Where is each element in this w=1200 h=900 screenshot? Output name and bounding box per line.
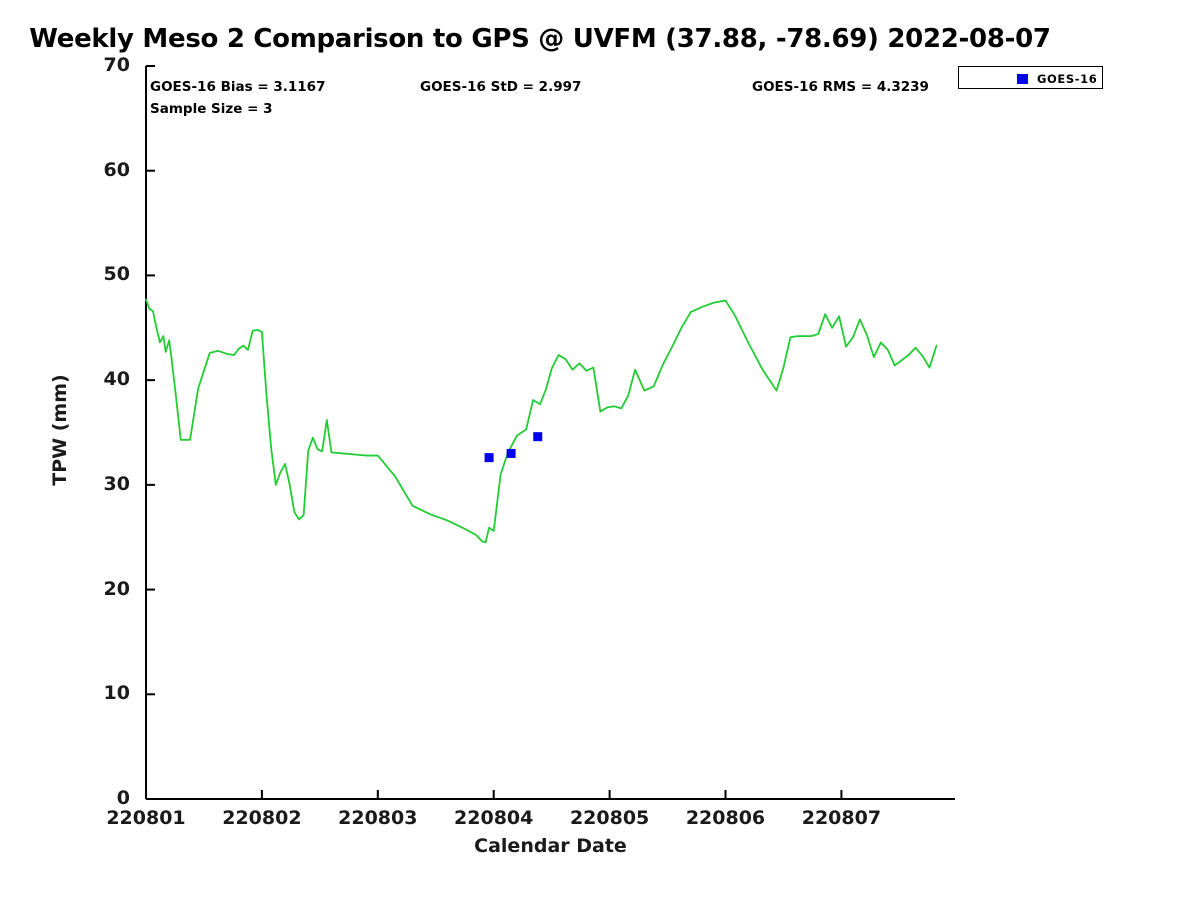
y-axis-label: TPW (mm)	[49, 373, 71, 486]
legend-label-goes16: GOES-16	[1037, 72, 1098, 86]
data-point-goes16	[484, 453, 494, 463]
legend-swatch-goes16	[1017, 74, 1028, 84]
x-tick-label: 220802	[222, 807, 302, 829]
axes	[145, 65, 955, 800]
y-tick-label: 60	[103, 158, 130, 181]
legend: GOES-16	[958, 66, 1103, 89]
annotation-sample-size: Sample Size = 3	[150, 101, 273, 117]
x-tick-label: 220801	[106, 807, 186, 829]
y-tick-label: 0	[116, 787, 130, 809]
y-tick-label: 10	[103, 682, 130, 705]
annotation-bias: GOES-16 Bias = 3.1167	[150, 79, 326, 95]
y-tick-label: 20	[103, 577, 130, 600]
annotation-std: GOES-16 StD = 2.997	[420, 79, 582, 95]
x-tick-label: 220804	[454, 807, 534, 829]
x-tick-label: 220807	[801, 807, 882, 829]
y-tick-label: 70	[103, 54, 130, 76]
annotation-rms: GOES-16 RMS = 4.3239	[752, 79, 929, 95]
x-tick-label: 220806	[685, 807, 766, 829]
data-series	[145, 298, 938, 544]
series-line-gps	[145, 298, 938, 544]
y-tick-label: 30	[103, 472, 130, 495]
y-tick-label: 50	[103, 263, 130, 286]
x-axis-label: Calendar Date	[474, 835, 627, 857]
chart-title: Weekly Meso 2 Comparison to GPS @ UVFM (…	[29, 24, 1051, 54]
y-tick-label: 40	[103, 368, 130, 391]
data-point-goes16	[533, 432, 543, 442]
x-tick-label: 220805	[569, 807, 650, 829]
x-tick-label: 220803	[338, 807, 418, 829]
data-point-goes16	[506, 448, 516, 458]
